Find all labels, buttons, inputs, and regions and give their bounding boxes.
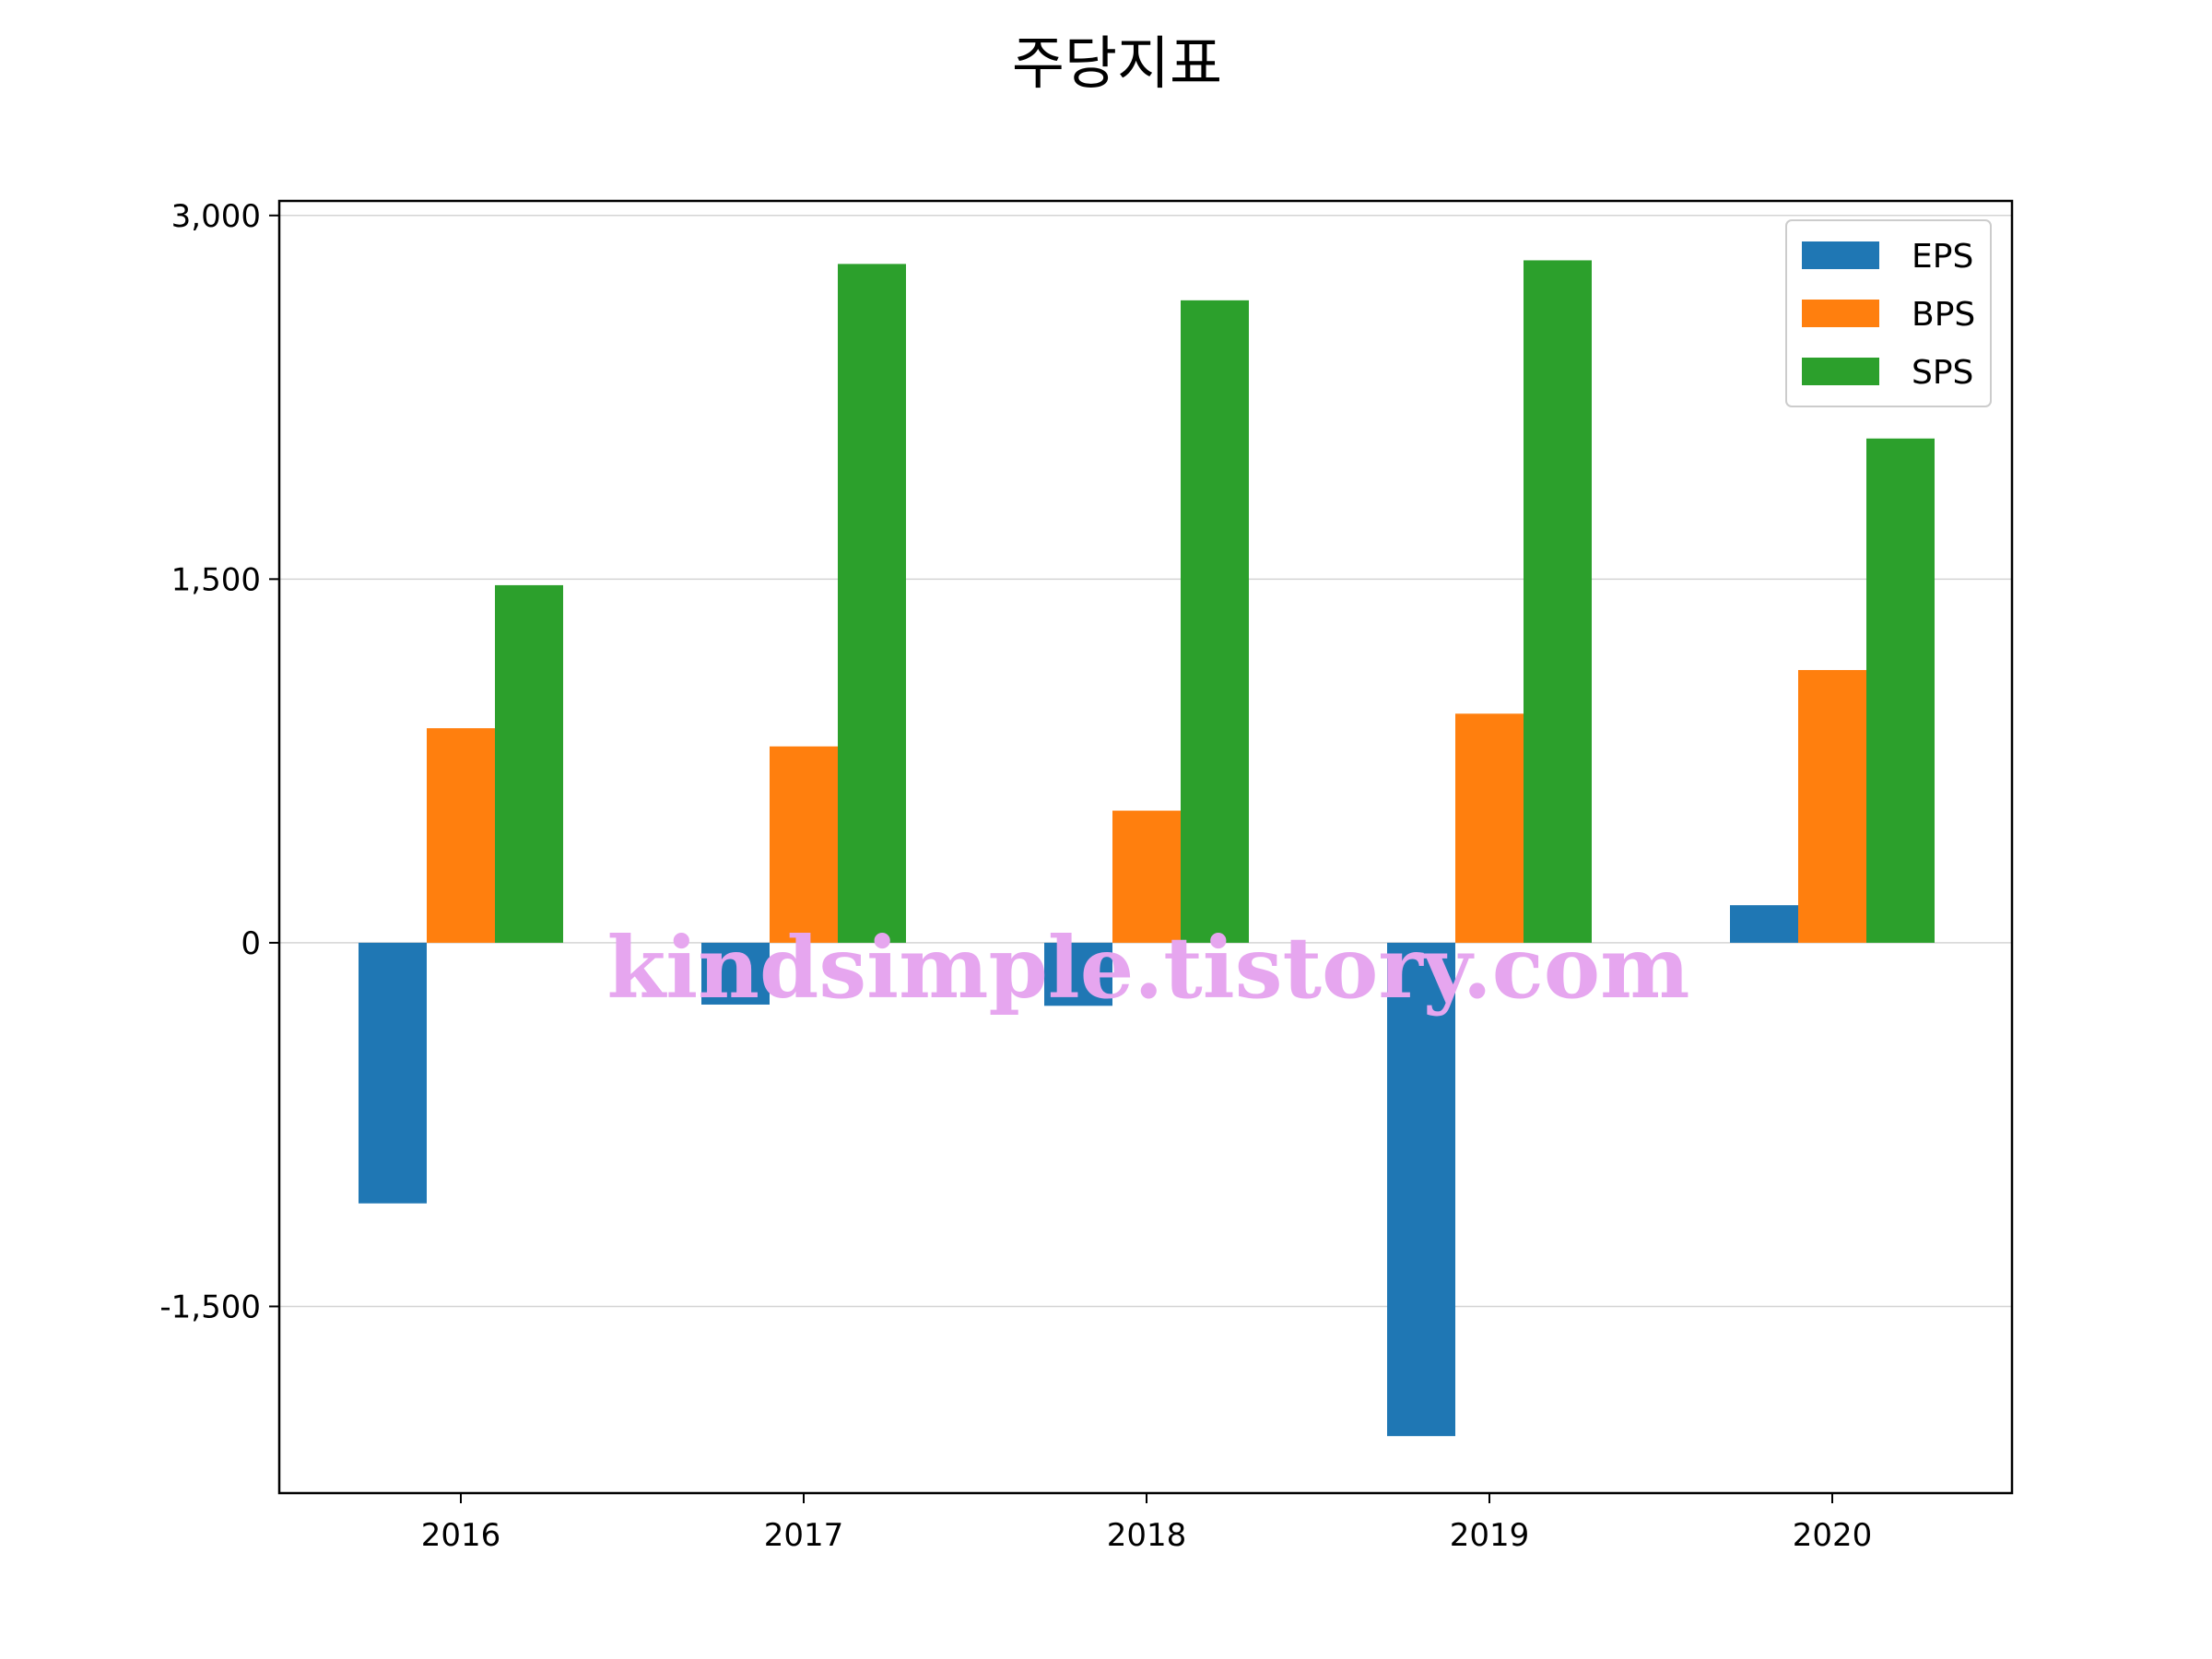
bar-eps-2020 [1730, 905, 1798, 943]
y-tick-label: -1,500 [159, 1288, 261, 1325]
bar-sps-2016 [495, 584, 563, 943]
bar-sps-2019 [1524, 260, 1592, 943]
y-tick-label: 0 [241, 925, 261, 962]
bars [359, 260, 1935, 1437]
bar-sps-2018 [1181, 300, 1249, 943]
bar-bps-2019 [1455, 713, 1524, 943]
legend-label-eps: EPS [1912, 238, 1973, 276]
legend-swatch-sps [1802, 358, 1879, 385]
chart-title: 주당지표 [1012, 29, 1222, 97]
y-tick-label: 1,500 [171, 561, 261, 598]
legend: EPS BPS SPS [1785, 219, 1992, 407]
bar-eps-2019 [1387, 942, 1455, 1437]
x-axis: 2016 2017 2018 2019 2020 [421, 1493, 1873, 1554]
legend-swatch-bps [1802, 300, 1879, 327]
bar-bps-2018 [1112, 810, 1181, 943]
legend-swatch-eps [1802, 241, 1879, 269]
bar-eps-2017 [701, 942, 770, 1005]
x-tick-label: 2017 [764, 1517, 844, 1554]
grid-lines [279, 215, 2012, 1308]
x-tick-label: 2016 [421, 1517, 501, 1554]
bar-bps-2020 [1798, 669, 1866, 943]
x-tick-label: 2020 [1793, 1517, 1873, 1554]
bar-sps-2017 [838, 264, 906, 943]
y-axis: -1,500 0 1,500 3,000 [159, 198, 279, 1325]
bar-eps-2018 [1044, 942, 1112, 1006]
bar-bps-2017 [770, 746, 838, 943]
watermark-text: kindsimple.tistory.com [606, 918, 1689, 1018]
legend-label-sps: SPS [1912, 354, 1973, 392]
x-tick-label: 2019 [1450, 1517, 1530, 1554]
bar-bps-2016 [427, 728, 495, 943]
legend-label-bps: BPS [1912, 296, 1975, 334]
x-tick-label: 2018 [1107, 1517, 1187, 1554]
bar-sps-2020 [1866, 438, 1935, 943]
y-tick-label: 3,000 [171, 198, 261, 235]
bar-eps-2016 [359, 942, 427, 1204]
